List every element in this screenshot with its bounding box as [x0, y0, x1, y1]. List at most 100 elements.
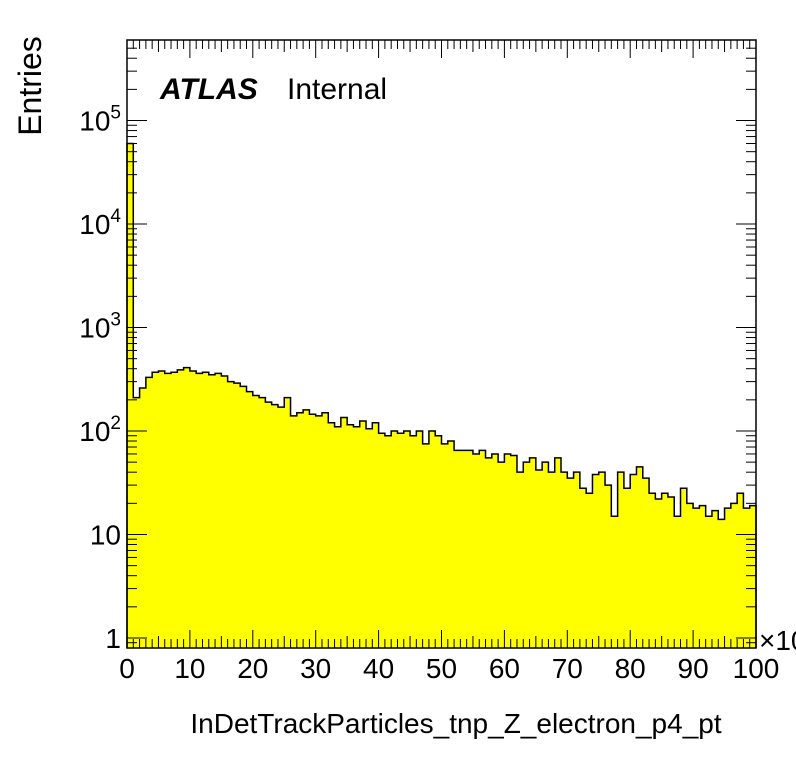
histogram-bin — [680, 488, 688, 648]
histogram-bin — [561, 472, 568, 648]
histogram-bin — [693, 508, 700, 648]
histogram-bin — [749, 505, 757, 648]
histogram-bin — [366, 428, 373, 648]
histogram-bin — [573, 472, 581, 648]
histogram-bin — [535, 469, 543, 648]
histogram-bin — [277, 407, 285, 648]
histogram-bin — [391, 430, 398, 648]
x-tick-label: 20 — [237, 653, 268, 684]
histogram-bin — [705, 516, 713, 648]
histogram-bin — [611, 516, 619, 648]
histogram-bin — [378, 433, 386, 648]
histogram-bin — [328, 422, 335, 648]
x-tick-label: 70 — [552, 653, 583, 684]
x-tick-label: 0 — [119, 653, 135, 684]
histogram-bin — [642, 478, 650, 648]
histogram-bin — [460, 450, 468, 648]
histogram-bin — [630, 474, 637, 648]
histogram-bin — [177, 369, 185, 648]
x-tick-label: 90 — [678, 653, 709, 684]
histogram-bin — [510, 455, 518, 648]
histogram-bin — [699, 505, 707, 648]
histogram-bin — [636, 466, 644, 648]
histogram-bin — [145, 377, 153, 648]
x-axis-multiplier: ×10 — [759, 625, 796, 656]
histogram-bin — [403, 430, 411, 648]
histogram-bin — [359, 420, 367, 648]
histogram-bin — [724, 508, 732, 648]
histogram-bin — [661, 493, 669, 648]
histogram-bin — [164, 373, 172, 648]
histogram-bin — [548, 472, 556, 648]
histogram-bin — [340, 417, 348, 648]
histogram-bin — [686, 503, 694, 648]
histogram-bin — [240, 386, 247, 648]
y-tick-labels: 1 10 102 103 104 105 — [79, 103, 121, 654]
axis-ticks — [126, 39, 757, 649]
histogram-bin — [384, 435, 392, 648]
histogram-bin — [353, 426, 361, 648]
histogram-bin — [523, 462, 530, 648]
histogram-bin — [309, 414, 317, 648]
histogram-bin — [347, 424, 354, 648]
histogram-bin — [472, 453, 480, 648]
histogram-bin — [208, 374, 216, 648]
histogram-bin — [290, 415, 298, 648]
y-tick-label: 104 — [79, 206, 121, 240]
x-tick-label: 30 — [300, 653, 331, 684]
histogram-bin — [730, 503, 738, 648]
histogram-bin — [623, 488, 631, 648]
histogram-bin — [466, 450, 474, 648]
histogram-bin — [158, 370, 166, 648]
x-tick-label: 100 — [733, 653, 780, 684]
y-tick-label: 10 — [90, 519, 121, 550]
histogram-bin — [567, 478, 574, 648]
histogram-bin — [410, 435, 417, 648]
histogram-bin — [127, 143, 134, 648]
histogram-bin — [491, 453, 499, 648]
histogram-bin — [447, 441, 455, 648]
histogram-bin — [529, 457, 537, 648]
histogram-bin — [416, 430, 424, 648]
histogram-bin — [674, 516, 681, 648]
histogram-bin — [435, 435, 442, 648]
histogram-bin — [592, 474, 600, 648]
histogram-bin — [271, 404, 279, 648]
histogram-bin — [655, 499, 663, 648]
histogram-bin — [485, 457, 493, 648]
x-tick-labels: 0 10 20 30 40 50 60 70 80 90 100 — [119, 653, 779, 684]
atlas-label: ATLAS — [159, 73, 258, 106]
histogram-bin — [649, 493, 656, 648]
histogram-bin — [554, 457, 562, 648]
histogram-bin — [189, 370, 197, 648]
y-tick-label: 103 — [79, 310, 121, 344]
histogram-bin — [246, 391, 254, 648]
x-tick-label: 50 — [426, 653, 457, 684]
histogram-bin — [498, 462, 505, 648]
histogram-bin — [152, 372, 159, 648]
histogram-bin — [215, 373, 222, 648]
histogram-bin — [196, 373, 203, 648]
histogram-bin — [504, 453, 512, 648]
histogram-bin — [441, 443, 449, 648]
histogram-bin — [296, 412, 304, 648]
histogram-bin — [737, 493, 744, 648]
histogram-bars — [126, 142, 757, 648]
histogram-bin — [718, 519, 725, 648]
histogram-bin — [252, 395, 260, 648]
histogram-bin — [133, 397, 140, 648]
plot-frame — [126, 39, 757, 649]
y-tick-label: 105 — [79, 103, 121, 137]
x-tick-label: 80 — [615, 653, 646, 684]
histogram-bin — [579, 488, 587, 648]
x-tick-label: 10 — [174, 653, 205, 684]
histogram-bin — [598, 472, 606, 648]
internal-label: Internal — [287, 73, 387, 106]
histogram-bin — [617, 472, 625, 648]
histogram-outline — [126, 142, 757, 648]
histogram-bin — [334, 426, 342, 648]
histogram-bin — [183, 367, 191, 648]
histogram-bin — [586, 493, 593, 648]
y-tick-label: 1 — [105, 623, 121, 654]
